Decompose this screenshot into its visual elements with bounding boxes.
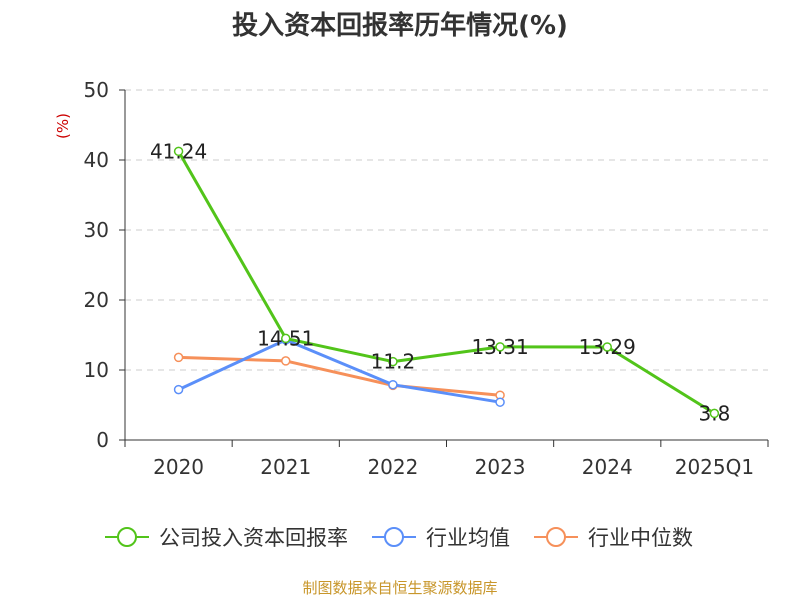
chart-title: 投入资本回报率历年情况(%) [232,10,568,41]
data-point [173,352,184,363]
data-label: 41.24 [150,139,207,163]
data-point [281,333,291,344]
legend-label: 行业中位数 [588,526,693,550]
legend-item: 行业均值 [372,526,510,550]
x-tick-label: 2022 [367,455,418,479]
data-point [495,342,505,352]
y-unit-label: (%) [54,113,72,139]
data-point [173,146,184,157]
data-label: 3.8 [699,401,731,425]
legend-swatch-marker [384,527,404,547]
legend-item: 行业中位数 [534,526,693,550]
data-label: 13.31 [471,335,528,359]
x-tick-label: 2020 [153,455,204,479]
y-tick-label: 50 [84,78,109,102]
data-labels: 41.24 14.51 11.2 13.31 13.29 3.8 [150,139,730,425]
legend-label: 公司投入资本回报率 [159,526,348,550]
y-tick-label: 0 [96,428,109,452]
source-note: 制图数据来自恒生聚源数据库 [302,579,497,597]
x-tick-label: 2021 [260,455,311,479]
series-line [178,355,501,397]
legend-swatch-marker [546,527,566,547]
x-tick-label: 2025Q1 [675,455,754,479]
data-point [173,384,184,395]
data-point [495,397,505,407]
legend-swatch-marker [117,527,137,547]
data-label: 14.51 [257,326,314,350]
y-tick-label: 20 [84,288,109,312]
data-point [602,342,612,352]
y-tick-label: 10 [84,358,109,382]
series-line [177,338,501,404]
legend-label: 行业均值 [426,526,510,550]
data-point [388,356,398,367]
axes: 0 10 20 30 40 50 2020 2021 2022 2023 2024 2025Q1 [84,78,769,479]
series-line [177,150,716,415]
data-label: 13.29 [579,335,636,359]
grid-lines [125,89,768,371]
legend: 公司投入资本回报率 行业均值 行业中位数 [105,526,693,550]
y-tick-label: 40 [84,148,109,172]
data-point [709,408,720,419]
x-tick-label: 2024 [582,455,633,479]
legend-item: 公司投入资本回报率 [105,526,348,550]
y-tick-label: 30 [84,218,109,242]
series-lines [173,146,720,419]
x-tick-label: 2023 [475,455,526,479]
data-point [388,379,398,390]
data-point [281,356,291,366]
data-label: 11.2 [371,350,416,374]
